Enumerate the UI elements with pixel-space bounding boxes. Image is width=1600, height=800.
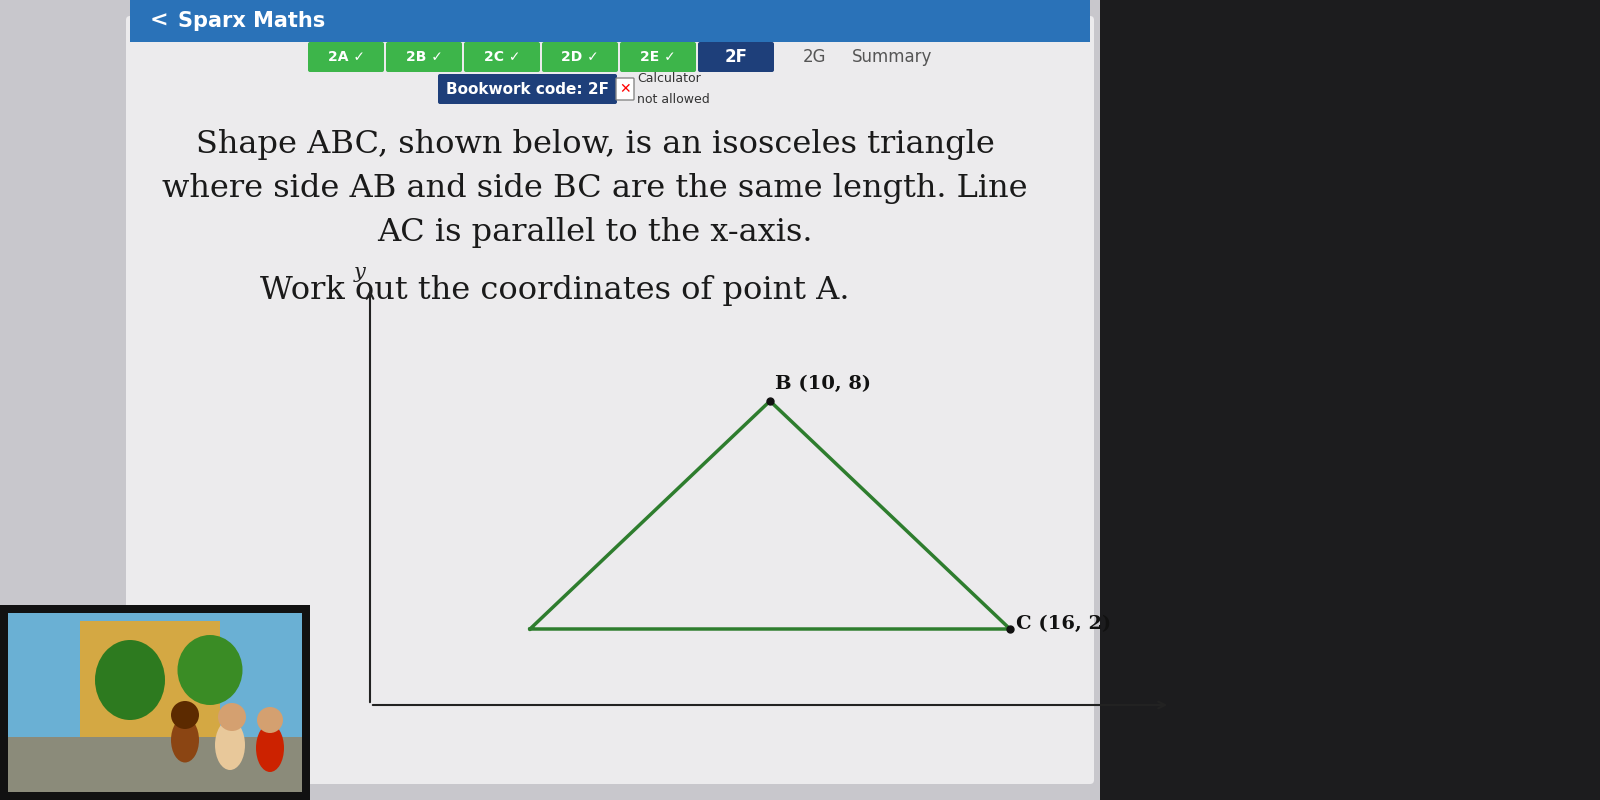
- FancyBboxPatch shape: [621, 42, 696, 72]
- Text: 2D ✓: 2D ✓: [562, 50, 598, 64]
- Text: Bookwork code: 2F: Bookwork code: 2F: [446, 82, 610, 97]
- Text: where side AB and side BC are the same length. Line: where side AB and side BC are the same l…: [162, 174, 1027, 205]
- Bar: [1101, 0, 1600, 800]
- Text: Shape ABC, shown below, is an isosceles triangle: Shape ABC, shown below, is an isosceles …: [195, 130, 995, 161]
- Text: 2A ✓: 2A ✓: [328, 50, 365, 64]
- Text: Work out the coordinates of point A.: Work out the coordinates of point A.: [261, 274, 850, 306]
- Bar: [130, 0, 1090, 42]
- FancyBboxPatch shape: [542, 42, 618, 72]
- Bar: [8, 737, 302, 792]
- Text: Sparx Maths: Sparx Maths: [178, 11, 325, 31]
- Text: 2F: 2F: [725, 48, 747, 66]
- Text: y: y: [354, 263, 366, 282]
- Text: AC is parallel to the x-axis.: AC is parallel to the x-axis.: [378, 218, 813, 249]
- Ellipse shape: [256, 724, 285, 772]
- Text: ✕: ✕: [619, 82, 630, 96]
- Text: B (10, 8): B (10, 8): [774, 375, 870, 393]
- Text: 2B ✓: 2B ✓: [405, 50, 443, 64]
- Bar: [0, 605, 310, 800]
- FancyBboxPatch shape: [438, 74, 618, 104]
- Text: 2C ✓: 2C ✓: [483, 50, 520, 64]
- Text: 2G: 2G: [802, 48, 826, 66]
- FancyBboxPatch shape: [386, 42, 462, 72]
- FancyBboxPatch shape: [464, 42, 541, 72]
- Bar: [80, 621, 221, 740]
- Text: not allowed: not allowed: [637, 93, 710, 106]
- Text: C (16, 2): C (16, 2): [1016, 615, 1110, 633]
- Text: <: <: [150, 11, 168, 31]
- Bar: [8, 613, 302, 792]
- FancyBboxPatch shape: [698, 42, 774, 72]
- Text: Summary: Summary: [851, 48, 933, 66]
- Circle shape: [171, 701, 198, 729]
- Ellipse shape: [171, 718, 198, 762]
- FancyBboxPatch shape: [126, 16, 1094, 784]
- Circle shape: [258, 707, 283, 733]
- Ellipse shape: [178, 635, 243, 705]
- FancyBboxPatch shape: [307, 42, 384, 72]
- Ellipse shape: [214, 720, 245, 770]
- FancyBboxPatch shape: [616, 78, 634, 100]
- Ellipse shape: [94, 640, 165, 720]
- Text: 2E ✓: 2E ✓: [640, 50, 675, 64]
- Text: Calculator: Calculator: [637, 72, 701, 85]
- Circle shape: [218, 703, 246, 731]
